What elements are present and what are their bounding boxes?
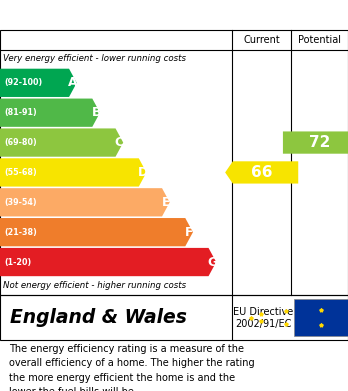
Text: C: C [115,136,124,149]
Polygon shape [283,131,348,154]
Text: (81-91): (81-91) [4,108,37,117]
Text: 2002/91/EC: 2002/91/EC [235,319,291,329]
Text: Potential: Potential [298,35,341,45]
Text: A: A [68,76,78,89]
Text: 72: 72 [309,135,330,150]
Text: (39-54): (39-54) [4,198,37,207]
Text: Energy Efficiency Rating: Energy Efficiency Rating [10,7,220,23]
Text: The energy efficiency rating is a measure of the
overall efficiency of a home. T: The energy efficiency rating is a measur… [9,344,254,391]
Text: (92-100): (92-100) [4,78,42,87]
Polygon shape [0,99,100,127]
Text: D: D [137,166,148,179]
Polygon shape [0,158,147,187]
Text: F: F [185,226,193,239]
Text: (21-38): (21-38) [4,228,37,237]
Text: E: E [161,196,170,209]
Text: EU Directive: EU Directive [233,307,293,317]
Polygon shape [0,218,193,246]
Polygon shape [0,69,77,97]
Polygon shape [0,248,216,276]
Text: Not energy efficient - higher running costs: Not energy efficient - higher running co… [3,282,187,291]
Text: 66: 66 [251,165,272,180]
Text: Current: Current [243,35,280,45]
Text: Very energy efficient - lower running costs: Very energy efficient - lower running co… [3,54,187,63]
Polygon shape [0,188,170,217]
Text: B: B [92,106,101,119]
Polygon shape [0,128,123,157]
Text: G: G [207,256,218,269]
Text: (55-68): (55-68) [4,168,37,177]
Polygon shape [225,161,298,183]
Text: (1-20): (1-20) [4,258,31,267]
Bar [294,299,348,336]
Text: (69-80): (69-80) [4,138,37,147]
Text: England & Wales: England & Wales [10,308,187,327]
